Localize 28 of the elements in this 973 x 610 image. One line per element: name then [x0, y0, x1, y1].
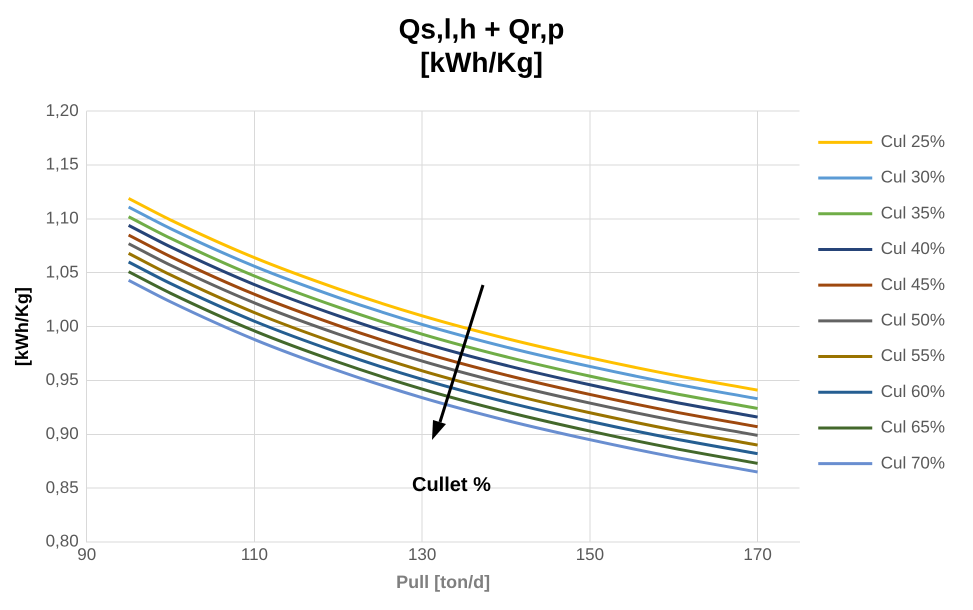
- legend-label: Cul 25%: [880, 132, 946, 152]
- x-axis-title: Pull [ton/d]: [396, 572, 490, 592]
- chart-title: Qs,l,h + Qr,p [kWh/Kg]: [398, 14, 564, 78]
- y-tick-label: 1,10: [46, 208, 79, 228]
- legend-label: Cul 50%: [880, 310, 946, 330]
- y-tick-label: 1,15: [46, 154, 79, 174]
- x-tick-label: 150: [576, 544, 604, 564]
- x-tick-label: 110: [240, 544, 268, 564]
- y-axis-title: [kWh/Kg]: [12, 287, 32, 366]
- y-tick-label: 0,90: [46, 424, 79, 443]
- y-tick-label: 0,80: [46, 532, 79, 551]
- y-tick-label: 1,20: [46, 100, 79, 120]
- y-tick-label: 1,05: [46, 262, 79, 282]
- x-tick-label: 170: [743, 544, 772, 564]
- legend-label: Cul 30%: [880, 168, 946, 187]
- legend-label: Cul 55%: [880, 346, 946, 366]
- x-tick-label: 130: [408, 544, 436, 564]
- y-tick-label: 0,85: [46, 478, 79, 497]
- legend-label: Cul 60%: [880, 382, 946, 401]
- legend-label: Cul 65%: [880, 418, 946, 437]
- legend-label: Cul 70%: [880, 453, 946, 472]
- y-tick-label: 1,00: [46, 316, 79, 336]
- legend-label: Cul 45%: [880, 274, 946, 294]
- y-tick-label: 0,95: [46, 370, 79, 390]
- x-tick-label: 90: [77, 544, 96, 564]
- legend-label: Cul 35%: [880, 203, 946, 222]
- legend-label: Cul 40%: [880, 239, 946, 258]
- annotation: Cullet %: [412, 474, 491, 497]
